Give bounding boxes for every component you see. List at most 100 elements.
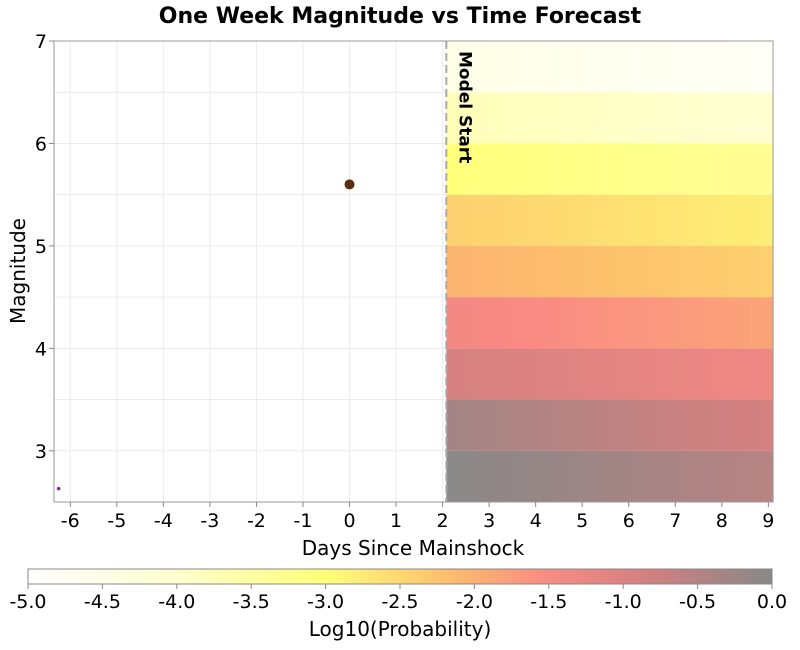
heatmap-cell (457, 143, 471, 195)
heatmap-cell (690, 399, 703, 451)
heatmap-cell (481, 450, 494, 502)
heatmap-cell (748, 143, 762, 195)
heatmap-cell (597, 143, 610, 195)
heatmap-cell (690, 92, 703, 144)
heatmap-cell (457, 41, 471, 93)
heatmap-cell (760, 450, 773, 502)
heatmap-cell (620, 143, 634, 195)
heatmap-cell (760, 92, 773, 144)
heatmap-cell (678, 143, 692, 195)
heatmap-cell (644, 92, 657, 144)
y-tick-label: 3 (35, 441, 47, 463)
heatmap-cell (620, 399, 634, 451)
heatmap-cell (760, 143, 773, 195)
heatmap-cell (737, 399, 750, 451)
heatmap-cell (516, 194, 529, 246)
heatmap-cell (678, 41, 692, 93)
heatmap-cell (690, 194, 703, 246)
heatmap-cell (713, 297, 727, 349)
heatmap-cell (620, 297, 634, 349)
heatmap-cell (702, 194, 715, 246)
heatmap-cell (492, 143, 506, 195)
heatmap-cell (702, 41, 715, 93)
heatmap-cell (678, 245, 692, 298)
heatmap-cell (713, 143, 727, 195)
heatmap-cell (446, 92, 459, 144)
colorbar (27, 568, 773, 585)
heatmap-cell (539, 399, 552, 451)
heatmap-cell (585, 194, 599, 246)
heatmap-cell (597, 41, 610, 93)
heatmap-cell (644, 41, 657, 93)
x-tick-label: 1 (390, 510, 402, 532)
heatmap-cell (492, 92, 506, 144)
heatmap-cell (469, 41, 482, 93)
x-tick-label: 0 (343, 510, 355, 532)
heatmap-cell (760, 245, 773, 298)
heatmap-cell (481, 143, 494, 195)
heatmap-cell (702, 92, 715, 144)
heatmap-cell (504, 194, 517, 246)
heatmap-cell (504, 450, 517, 502)
x-tick-label: 9 (762, 510, 774, 532)
heatmap-cell (469, 297, 482, 349)
x-tick-label: -5 (107, 510, 126, 532)
heatmap-cell (469, 348, 482, 400)
heatmap-cell (667, 399, 680, 451)
heatmap-cell (539, 194, 552, 246)
heatmap-cell (597, 92, 610, 144)
heatmap-cell (551, 348, 564, 400)
heatmap-cell (667, 450, 680, 502)
heatmap-cell (469, 143, 482, 195)
heatmap-cell (585, 41, 599, 93)
heatmap-cell (562, 143, 575, 195)
heatmap-cell (667, 194, 680, 246)
heatmap-cell (597, 450, 610, 502)
heatmap-cell (585, 143, 599, 195)
heatmap-cell (737, 348, 750, 400)
heatmap-cell (725, 399, 738, 451)
heatmap-cell (527, 92, 540, 144)
heatmap-cell (609, 194, 622, 246)
heatmap-cell (574, 41, 587, 93)
heatmap-cell (737, 143, 750, 195)
heatmap-cell (585, 92, 599, 144)
heatmap-cell (457, 399, 471, 451)
heatmap-cell (737, 297, 750, 349)
heatmap-cell (609, 348, 622, 400)
heatmap-cell (446, 297, 459, 349)
heatmap-cell (748, 348, 762, 400)
heatmap-cell (597, 399, 610, 451)
heatmap-cell (457, 348, 471, 400)
heatmap-cell (562, 41, 575, 93)
heatmap-cell (737, 194, 750, 246)
heatmap-cell (597, 348, 610, 400)
heatmap-cell (481, 245, 494, 298)
heatmap-cell (655, 194, 668, 246)
model-start-label: Model Start (454, 51, 474, 163)
heatmap-cell (551, 41, 564, 93)
heatmap-cell (702, 143, 715, 195)
heatmap-cell (574, 348, 587, 400)
heatmap-cell (620, 92, 634, 144)
heatmap-cell (585, 245, 599, 298)
heatmap-cell (609, 143, 622, 195)
heatmap-cell (516, 41, 529, 93)
heatmap-cell (527, 41, 540, 93)
heatmap-cell (516, 143, 529, 195)
heatmap-cell (644, 297, 657, 349)
heatmap-cell (748, 245, 762, 298)
plot-frame (53, 40, 774, 503)
x-tick-label: -1 (293, 510, 312, 532)
heatmap-cell (725, 245, 738, 298)
heatmap-cell (620, 245, 634, 298)
heatmap-cell (585, 297, 599, 349)
heatmap-cell (457, 194, 471, 246)
heatmap-cell (702, 245, 715, 298)
heatmap-cell (725, 450, 738, 502)
heatmap-cell (667, 245, 680, 298)
x-tick-label: -4 (154, 510, 173, 532)
heatmap-cell (609, 399, 622, 451)
heatmap-cell (655, 92, 668, 144)
